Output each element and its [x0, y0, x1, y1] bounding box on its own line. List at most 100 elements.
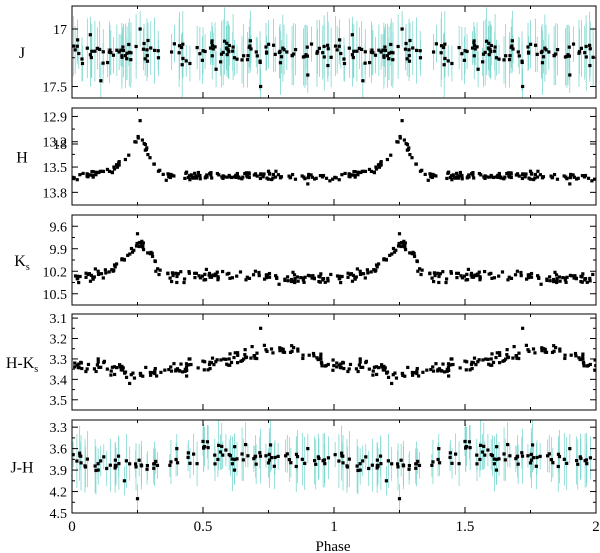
data-point — [486, 357, 490, 361]
data-point — [72, 44, 76, 48]
data-point — [418, 169, 423, 173]
data-point — [80, 366, 84, 371]
data-point — [117, 161, 121, 165]
data-point — [112, 365, 117, 369]
data-point — [383, 366, 387, 370]
data-point — [80, 61, 85, 66]
data-point — [299, 276, 303, 280]
data-point — [264, 454, 268, 458]
data-point — [320, 364, 324, 368]
data-point — [346, 369, 350, 374]
data-point — [385, 157, 390, 162]
data-point — [108, 463, 112, 467]
data-point — [442, 370, 447, 374]
data-point — [389, 153, 393, 157]
data-point — [441, 362, 445, 366]
data-point — [155, 374, 159, 378]
data-point — [128, 381, 132, 386]
data-point — [568, 73, 572, 77]
data-point — [170, 271, 175, 275]
data-point — [120, 257, 124, 261]
data-point — [202, 278, 206, 282]
data-point — [267, 42, 271, 46]
data-point — [338, 365, 342, 370]
data-point — [533, 172, 538, 177]
data-point — [264, 348, 268, 352]
data-point — [458, 366, 462, 370]
data-point — [356, 173, 360, 177]
data-point — [141, 47, 146, 51]
data-point — [337, 277, 341, 281]
data-point — [379, 161, 383, 165]
data-point — [456, 176, 460, 180]
data-point — [84, 275, 88, 279]
y-tick-label: 13.5 — [43, 161, 68, 176]
data-point — [153, 259, 157, 263]
data-point — [306, 182, 310, 186]
data-point — [558, 279, 562, 283]
data-point — [119, 48, 123, 52]
data-point — [486, 448, 490, 452]
data-point — [195, 174, 199, 178]
data-point — [105, 167, 110, 172]
data-point — [133, 140, 137, 144]
data-point — [293, 280, 297, 285]
data-point — [117, 462, 121, 466]
data-point — [489, 271, 493, 275]
data-point — [83, 465, 88, 469]
data-point — [172, 42, 177, 46]
data-point — [244, 442, 248, 447]
data-point — [108, 48, 112, 52]
data-point — [472, 176, 476, 180]
data-point — [175, 280, 179, 285]
data-point — [258, 451, 262, 455]
data-point — [262, 343, 267, 347]
data-point — [248, 44, 252, 48]
data-point — [548, 279, 552, 283]
data-point — [254, 462, 258, 466]
data-point — [465, 444, 469, 449]
data-point — [209, 361, 214, 365]
data-point — [468, 446, 472, 450]
data-point — [543, 347, 547, 351]
data-point — [572, 175, 576, 179]
data-point — [421, 370, 425, 374]
data-point — [102, 455, 106, 459]
data-point — [215, 270, 219, 274]
data-point — [277, 282, 281, 286]
data-point — [203, 444, 207, 449]
data-point — [414, 162, 418, 166]
data-point — [343, 171, 347, 176]
data-point — [112, 165, 116, 169]
data-point — [122, 479, 126, 483]
data-point — [460, 177, 464, 181]
data-point — [230, 276, 235, 280]
data-point — [73, 365, 77, 369]
data-point — [228, 363, 232, 367]
data-point — [487, 53, 491, 57]
data-point — [174, 271, 178, 275]
data-point — [354, 367, 359, 371]
data-point — [227, 357, 231, 361]
data-point — [177, 369, 181, 373]
data-point — [497, 274, 501, 278]
data-point — [317, 46, 321, 50]
data-point — [258, 454, 263, 458]
data-point — [509, 172, 513, 176]
data-point — [235, 173, 239, 177]
data-point — [523, 175, 527, 179]
data-point — [377, 262, 381, 266]
data-point — [306, 273, 311, 278]
y-tick-label: 10.2 — [43, 265, 68, 280]
data-point — [488, 48, 492, 52]
panel-1: 12.9 13.2 13.5 13.8 H — [16, 107, 597, 206]
data-point — [267, 452, 271, 456]
data-point — [93, 267, 97, 271]
data-point — [571, 173, 575, 177]
data-point — [144, 365, 148, 370]
data-point — [194, 176, 198, 180]
data-point — [228, 276, 232, 280]
data-point — [358, 357, 362, 361]
data-point — [269, 456, 274, 460]
data-point — [407, 48, 411, 52]
